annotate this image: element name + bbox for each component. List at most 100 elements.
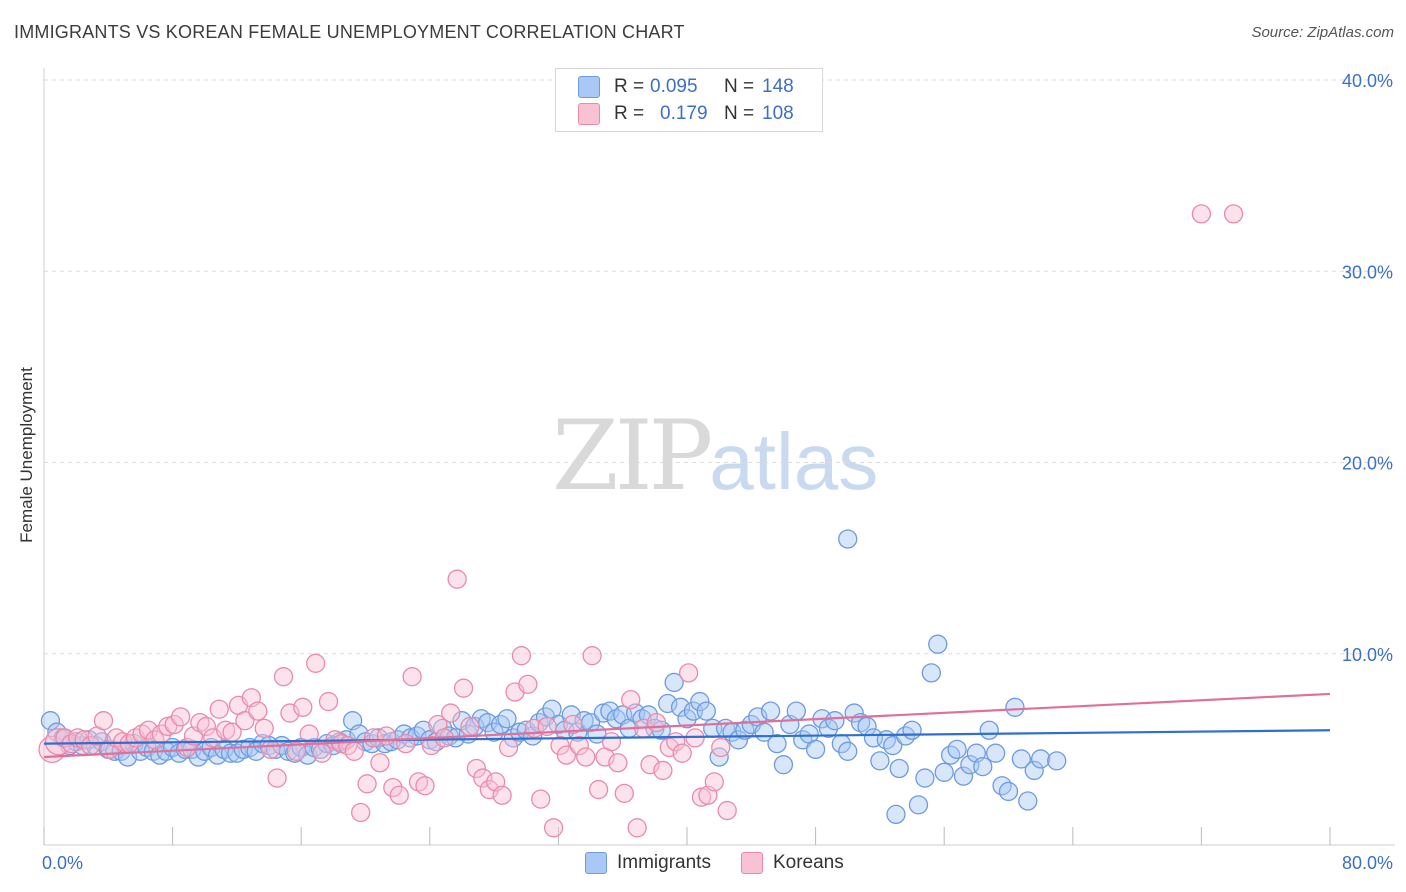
koreans-point xyxy=(441,703,461,723)
immigrants-point xyxy=(1031,749,1051,769)
koreans-point xyxy=(550,735,570,756)
y-tick-label: 40.0% xyxy=(1342,71,1393,91)
immigrants-point xyxy=(934,762,954,782)
koreans-point xyxy=(614,783,634,804)
koreans-point xyxy=(601,732,622,752)
chart-title: IMMIGRANTS VS KOREAN FEMALE UNEMPLOYMENT… xyxy=(14,22,685,42)
chart-source: Source: ZipAtlas.com xyxy=(1251,24,1394,41)
koreans-point xyxy=(357,774,377,794)
koreans-point xyxy=(672,743,692,763)
koreans-point xyxy=(164,714,184,735)
legend-n-value: 108 xyxy=(762,103,794,124)
koreans-point xyxy=(415,776,435,796)
immigrants-point xyxy=(998,781,1019,802)
koreans-point xyxy=(1223,204,1244,224)
immigrants-point xyxy=(690,691,710,712)
koreans-point xyxy=(248,701,268,721)
immigrants-point xyxy=(985,743,1006,763)
legend-row-koreans: R = 0.179 N = 108 xyxy=(578,101,794,127)
y-tick-label: 20.0% xyxy=(1342,454,1393,474)
koreans-point xyxy=(344,741,364,761)
immigrants-point xyxy=(928,634,948,654)
immigrants-point xyxy=(664,672,684,693)
immigrants-trend-line xyxy=(43,729,1331,745)
koreans-point xyxy=(646,712,667,733)
immigrants-point xyxy=(883,735,903,756)
immigrants-point xyxy=(773,755,794,775)
koreans-point xyxy=(588,779,609,800)
series-label-koreans: Koreans xyxy=(772,852,844,873)
koreans-point xyxy=(466,758,487,779)
koreans-point xyxy=(518,674,538,694)
immigrants-point xyxy=(1047,751,1067,771)
immigrants-point xyxy=(709,747,729,767)
immigrants-point xyxy=(1018,791,1038,811)
legend-swatch-koreans xyxy=(578,103,600,125)
legend-swatch-immigrants xyxy=(578,76,600,98)
koreans-point xyxy=(621,690,641,710)
legend-n-label: N = xyxy=(724,103,755,124)
koreans-point xyxy=(460,716,480,737)
koreans-point xyxy=(537,716,557,737)
legend-r-value: 0.095 xyxy=(650,76,698,97)
immigrants-point xyxy=(497,709,517,729)
koreans-point xyxy=(376,726,397,746)
series-swatch-immigrants xyxy=(585,852,607,874)
trend-layer xyxy=(43,692,1331,759)
koreans-point xyxy=(711,737,731,758)
immigrants-point xyxy=(838,741,858,761)
koreans-point xyxy=(653,760,673,781)
y-tick-label: 10.0% xyxy=(1342,645,1393,665)
koreans-point xyxy=(563,714,583,735)
koreans-point xyxy=(717,800,737,821)
koreans-point xyxy=(261,739,281,760)
immigrants-point xyxy=(484,722,504,742)
koreans-point xyxy=(498,737,519,758)
immigrants-point xyxy=(40,711,61,731)
immigrants-point xyxy=(979,720,999,740)
koreans-point xyxy=(235,711,255,731)
immigrants-point xyxy=(696,701,716,721)
immigrants-point xyxy=(915,768,935,788)
watermark-zip: ZIP xyxy=(552,400,713,512)
immigrants-point xyxy=(953,766,974,786)
koreans-point xyxy=(93,711,114,731)
koreans-point xyxy=(511,646,532,666)
immigrants-point xyxy=(677,709,697,729)
koreans-point xyxy=(267,768,287,788)
immigrants-point xyxy=(947,739,967,760)
koreans-point xyxy=(254,718,274,738)
koreans-point xyxy=(383,777,403,798)
koreans-point xyxy=(196,716,217,737)
koreans-point xyxy=(582,646,602,666)
immigrants-point xyxy=(786,701,806,721)
immigrants-point xyxy=(838,529,858,549)
koreans-point xyxy=(569,735,589,756)
koreans-point xyxy=(209,699,229,719)
grid-layer xyxy=(44,79,1395,655)
koreans-trend-line xyxy=(43,692,1331,759)
koreans-point xyxy=(576,747,596,767)
immigrants-point xyxy=(889,758,909,779)
series-legend-koreans: Koreans xyxy=(740,852,844,874)
koreans-point xyxy=(351,802,371,823)
koreans-point xyxy=(608,753,628,773)
legend-row-immigrants: R = 0.095 N = 148 xyxy=(578,74,794,100)
immigrants-point xyxy=(902,720,922,740)
correlation-legend: R = 0.095 N = 148 R = 0.179 N = 108 xyxy=(555,68,823,132)
koreans-point xyxy=(312,743,332,763)
immigrants-point xyxy=(825,711,845,731)
koreans-point xyxy=(402,667,422,687)
watermark-atlas: atlas xyxy=(709,417,879,506)
immigrants-point xyxy=(1005,697,1025,717)
koreans-point xyxy=(273,667,294,687)
y-tick-label: 30.0% xyxy=(1342,262,1393,282)
series-legend-immigrants: Immigrants xyxy=(585,852,711,874)
koreans-point xyxy=(678,663,699,683)
koreans-point xyxy=(293,697,313,717)
immigrants-point xyxy=(886,804,906,825)
immigrants-point xyxy=(921,663,941,683)
watermark: ZIPatlas xyxy=(552,400,878,512)
koreans-point xyxy=(447,569,467,589)
